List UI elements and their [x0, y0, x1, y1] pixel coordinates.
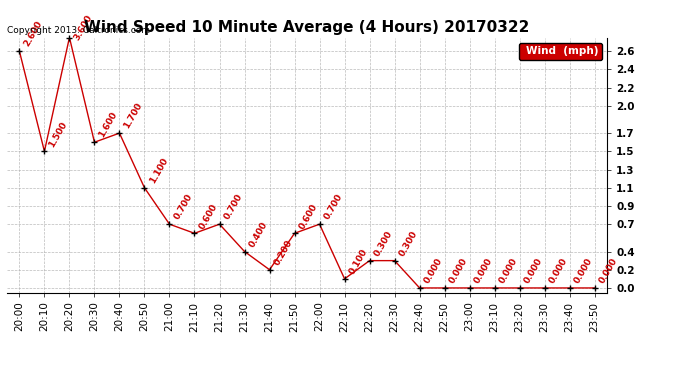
Text: 0.700: 0.700 [322, 193, 344, 222]
Text: 0.600: 0.600 [297, 202, 319, 231]
Text: 0.700: 0.700 [172, 193, 195, 222]
Text: 0.000: 0.000 [522, 256, 544, 285]
Text: 0.000: 0.000 [473, 256, 494, 285]
Text: 0.300: 0.300 [373, 229, 395, 258]
Text: 0.000: 0.000 [573, 256, 594, 285]
Text: 0.000: 0.000 [598, 256, 620, 285]
Text: 0.000: 0.000 [497, 256, 520, 285]
Text: 3.600: 3.600 [72, 13, 95, 42]
Text: 1.100: 1.100 [148, 156, 169, 185]
Text: Copyright 2013. Caltronics.com: Copyright 2013. Caltronics.com [7, 26, 150, 35]
Text: 0.000: 0.000 [548, 256, 569, 285]
Legend: Wind  (mph): Wind (mph) [519, 43, 602, 60]
Text: 0.200: 0.200 [273, 238, 295, 267]
Text: 0.600: 0.600 [197, 202, 219, 231]
Text: 0.700: 0.700 [222, 193, 244, 222]
Text: 1.500: 1.500 [48, 120, 69, 148]
Text: 0.000: 0.000 [448, 256, 469, 285]
Text: 1.600: 1.600 [97, 111, 119, 140]
Text: 1.700: 1.700 [122, 101, 144, 130]
Text: 0.100: 0.100 [348, 248, 369, 276]
Title: Wind Speed 10 Minute Average (4 Hours) 20170322: Wind Speed 10 Minute Average (4 Hours) 2… [84, 20, 530, 35]
Text: 0.300: 0.300 [397, 229, 420, 258]
Text: 0.400: 0.400 [248, 220, 269, 249]
Text: 2.600: 2.600 [22, 20, 44, 48]
Text: 0.000: 0.000 [422, 256, 444, 285]
